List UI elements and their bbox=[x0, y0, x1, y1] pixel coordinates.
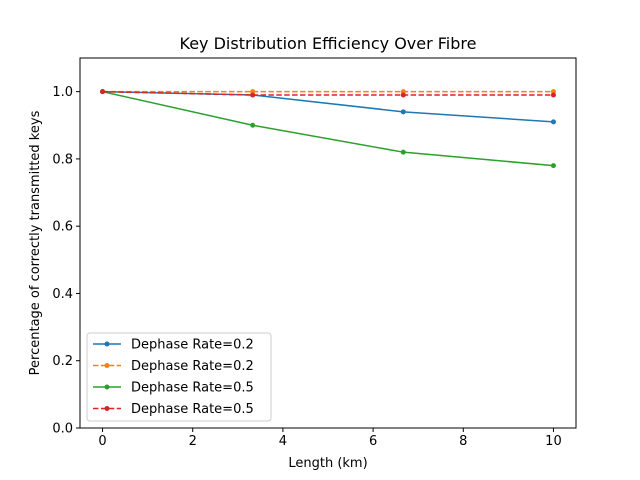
y-axis-title: Percentage of correctly transmitted keys bbox=[28, 110, 43, 375]
legend: Dephase Rate=0.2 Dephase Rate=0.2 Dephase … bbox=[86, 332, 272, 422]
plot-area bbox=[100, 89, 556, 169]
y-axis: 0.0 0.2 0.4 0.6 0.8 1.0 bbox=[52, 85, 80, 437]
y-tick-label: 0.4 bbox=[52, 287, 73, 302]
legend-marker bbox=[104, 406, 110, 411]
series-4 bbox=[100, 89, 556, 98]
legend-label: Dephase Rate=0.2 bbox=[131, 338, 254, 353]
x-tick-label: 6 bbox=[369, 434, 377, 449]
legend-label: Dephase Rate=0.2 bbox=[131, 359, 254, 374]
x-tick-label: 8 bbox=[459, 434, 467, 449]
y-tick-label: 0.8 bbox=[52, 152, 73, 167]
x-tick-label: 0 bbox=[98, 434, 106, 449]
legend-item: Dephase Rate=0.2 bbox=[93, 359, 254, 374]
data-point bbox=[400, 109, 406, 115]
x-tick-label: 4 bbox=[279, 434, 287, 449]
legend-box bbox=[86, 332, 272, 422]
x-axis-title: Length (km) bbox=[288, 456, 367, 471]
legend-item: Dephase Rate=0.5 bbox=[93, 381, 254, 396]
data-point bbox=[100, 89, 106, 95]
legend-label: Dephase Rate=0.5 bbox=[131, 402, 254, 417]
legend-item: Dephase Rate=0.5 bbox=[93, 402, 254, 417]
y-tick-label: 0.2 bbox=[52, 354, 73, 369]
legend-marker bbox=[104, 363, 110, 368]
data-point bbox=[550, 92, 556, 98]
chart-title: Key Distribution Efficiency Over Fibre bbox=[180, 34, 477, 53]
legend-label: Dephase Rate=0.5 bbox=[131, 381, 254, 396]
x-axis: 0 2 4 6 8 10 bbox=[98, 428, 562, 449]
data-point bbox=[550, 163, 556, 169]
data-point bbox=[550, 119, 556, 125]
data-point bbox=[250, 122, 256, 128]
y-tick-label: 0.0 bbox=[52, 422, 73, 437]
plot-frame bbox=[79, 57, 577, 429]
data-point bbox=[400, 92, 406, 98]
legend-marker bbox=[104, 341, 110, 347]
legend-marker bbox=[104, 384, 110, 390]
data-point bbox=[250, 92, 256, 98]
legend-item: Dephase Rate=0.2 bbox=[93, 338, 254, 353]
y-tick-label: 1.0 bbox=[52, 85, 73, 100]
x-tick-label: 2 bbox=[189, 434, 197, 449]
x-tick-label: 10 bbox=[545, 434, 562, 449]
data-point bbox=[400, 149, 406, 155]
series-line bbox=[102, 90, 554, 96]
series-line bbox=[102, 90, 554, 167]
y-tick-label: 0.6 bbox=[52, 220, 73, 235]
